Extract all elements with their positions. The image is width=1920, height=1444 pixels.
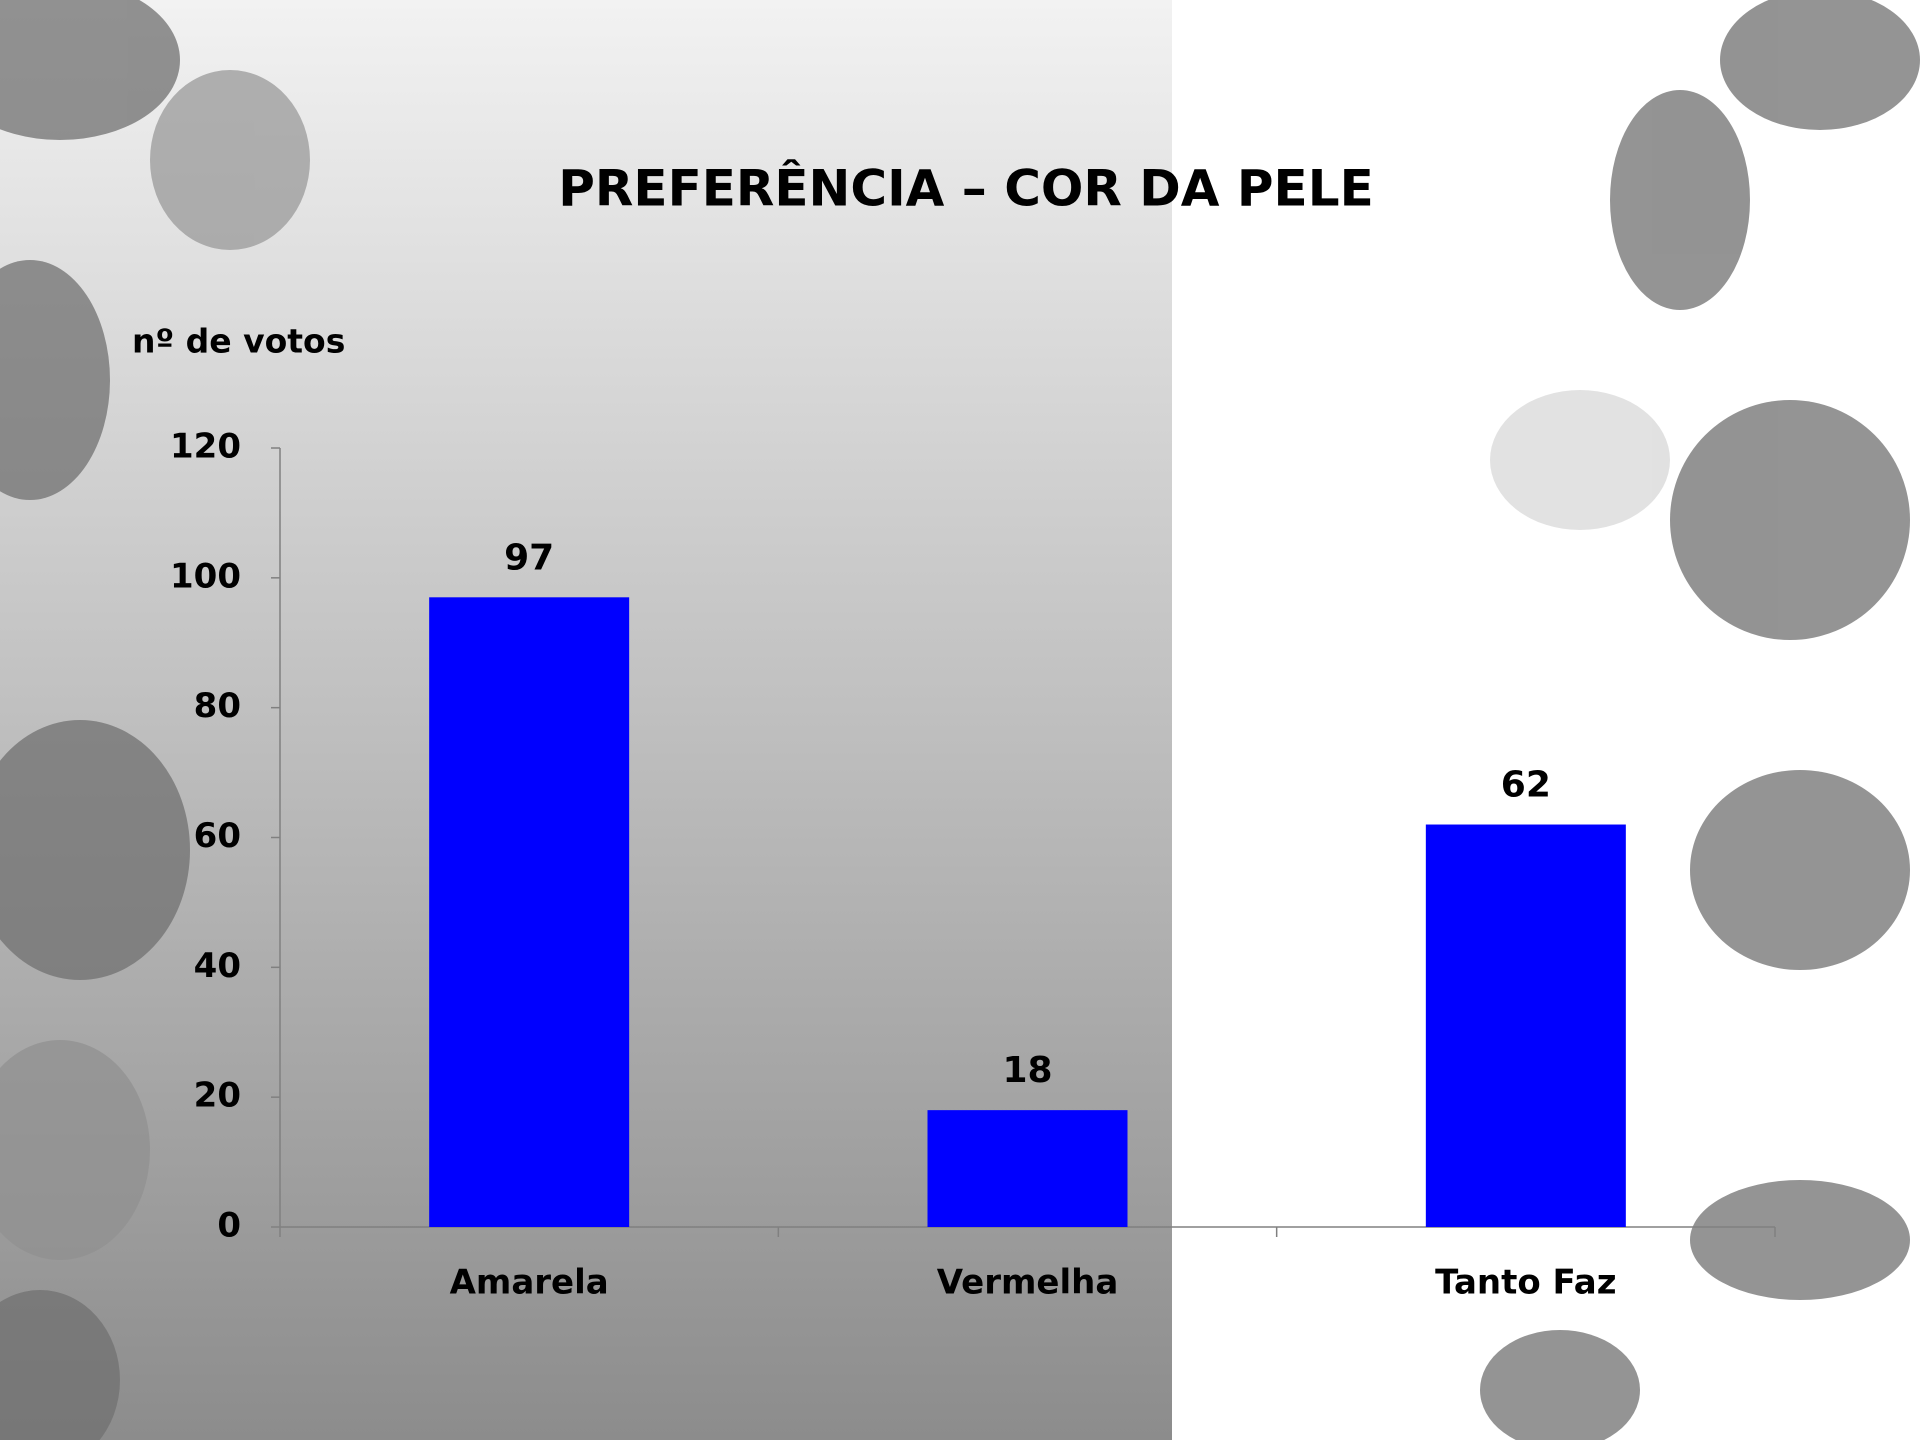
y-tick-label: 100 — [170, 556, 241, 596]
x-tick-label: Vermelha — [937, 1263, 1119, 1303]
y-tick-label: 20 — [194, 1076, 241, 1116]
y-tick-label: 40 — [194, 946, 241, 986]
x-tick-label: Amarela — [450, 1263, 609, 1303]
bar — [429, 597, 629, 1227]
y-tick-label: 80 — [194, 686, 241, 726]
y-tick-label: 0 — [217, 1206, 241, 1246]
bar — [1426, 825, 1626, 1227]
data-label: 18 — [1002, 1050, 1052, 1091]
slide: PREFERÊNCIA – COR DA PELE nº de votos 0 2… — [0, 0, 1920, 1440]
y-tick-label: 120 — [170, 427, 241, 467]
x-tick-label: Tanto Faz — [1435, 1263, 1616, 1303]
data-label: 97 — [504, 537, 554, 578]
y-axis-title: nº de votos — [132, 322, 345, 361]
y-tick-label: 60 — [194, 816, 241, 856]
bar — [928, 1110, 1128, 1227]
chart-title: PREFERÊNCIA – COR DA PELE — [558, 159, 1373, 218]
data-label: 62 — [1501, 765, 1551, 806]
